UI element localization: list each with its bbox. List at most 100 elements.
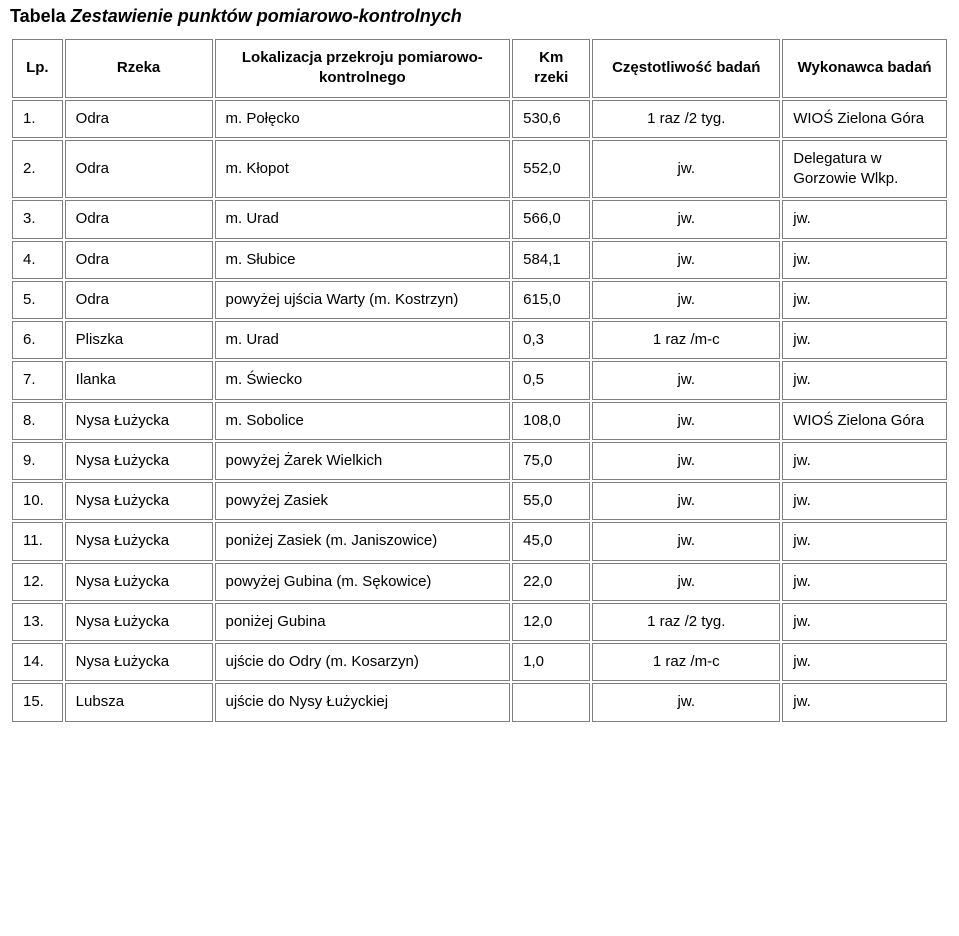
cell-rzeka: Odra [65,241,213,279]
cell-czestotliwosc: jw. [592,140,780,199]
cell-wykonawca: WIOŚ Zielona Góra [782,100,947,138]
title-text: Zestawienie punktów pomiarowo-kontrolnyc… [71,6,462,26]
cell-wykonawca: jw. [782,683,947,721]
col-wykonawca: Wykonawca badań [782,39,947,98]
cell-wykonawca: Delegatura w Gorzowie Wlkp. [782,140,947,199]
table-row: 7.Ilankam. Świecko0,5jw.jw. [12,361,947,399]
cell-rzeka: Nysa Łużycka [65,442,213,480]
col-lp: Lp. [12,39,63,98]
cell-czestotliwosc: jw. [592,361,780,399]
title-prefix: Tabela [10,6,66,26]
cell-lokalizacja: powyżej Żarek Wielkich [215,442,511,480]
cell-lokalizacja: m. Kłopot [215,140,511,199]
cell-wykonawca: WIOŚ Zielona Góra [782,402,947,440]
cell-lokalizacja: powyżej ujścia Warty (m. Kostrzyn) [215,281,511,319]
cell-wykonawca: jw. [782,482,947,520]
table-row: 9.Nysa Łużyckapowyżej Żarek Wielkich75,0… [12,442,947,480]
cell-lokalizacja: m. Urad [215,321,511,359]
table-row: 3.Odram. Urad566,0jw.jw. [12,200,947,238]
cell-czestotliwosc: 1 raz /2 tyg. [592,100,780,138]
cell-km [512,683,590,721]
table-row: 1.Odram. Połęcko530,61 raz /2 tyg.WIOŚ Z… [12,100,947,138]
cell-km: 0,5 [512,361,590,399]
cell-km: 75,0 [512,442,590,480]
cell-czestotliwosc: jw. [592,200,780,238]
cell-wykonawca: jw. [782,442,947,480]
cell-lokalizacja: poniżej Zasiek (m. Janiszowice) [215,522,511,560]
cell-lp: 4. [12,241,63,279]
cell-km: 55,0 [512,482,590,520]
cell-km: 530,6 [512,100,590,138]
cell-wykonawca: jw. [782,321,947,359]
cell-lokalizacja: m. Urad [215,200,511,238]
cell-lp: 11. [12,522,63,560]
cell-lp: 15. [12,683,63,721]
cell-lokalizacja: poniżej Gubina [215,603,511,641]
cell-czestotliwosc: jw. [592,241,780,279]
table-title: Tabela Zestawienie punktów pomiarowo-kon… [10,6,949,27]
cell-czestotliwosc: 1 raz /2 tyg. [592,603,780,641]
table-row: 12.Nysa Łużyckapowyżej Gubina (m. Sękowi… [12,563,947,601]
cell-wykonawca: jw. [782,241,947,279]
table-row: 15.Lubszaujście do Nysy Łużyckiej jw.jw. [12,683,947,721]
col-rzeka: Rzeka [65,39,213,98]
cell-km: 12,0 [512,603,590,641]
cell-czestotliwosc: 1 raz /m-c [592,321,780,359]
cell-lokalizacja: ujście do Nysy Łużyckiej [215,683,511,721]
cell-lp: 13. [12,603,63,641]
cell-lp: 14. [12,643,63,681]
cell-lokalizacja: m. Sobolice [215,402,511,440]
cell-rzeka: Lubsza [65,683,213,721]
col-km: Km rzeki [512,39,590,98]
cell-rzeka: Nysa Łużycka [65,482,213,520]
table-row: 6.Pliszkam. Urad0,31 raz /m-cjw. [12,321,947,359]
table-row: 4.Odram. Słubice584,1jw.jw. [12,241,947,279]
cell-lp: 5. [12,281,63,319]
cell-km: 584,1 [512,241,590,279]
col-lokalizacja: Lokalizacja przekroju pomiarowo-kontroln… [215,39,511,98]
cell-czestotliwosc: jw. [592,683,780,721]
table-row: 14.Nysa Łużyckaujście do Odry (m. Kosarz… [12,643,947,681]
cell-km: 45,0 [512,522,590,560]
cell-czestotliwosc: jw. [592,482,780,520]
cell-rzeka: Nysa Łużycka [65,402,213,440]
cell-km: 0,3 [512,321,590,359]
cell-wykonawca: jw. [782,200,947,238]
cell-wykonawca: jw. [782,522,947,560]
cell-lokalizacja: m. Świecko [215,361,511,399]
cell-czestotliwosc: 1 raz /m-c [592,643,780,681]
cell-lp: 9. [12,442,63,480]
table-header-row: Lp. Rzeka Lokalizacja przekroju pomiarow… [12,39,947,98]
cell-czestotliwosc: jw. [592,442,780,480]
cell-rzeka: Odra [65,281,213,319]
cell-km: 615,0 [512,281,590,319]
cell-km: 1,0 [512,643,590,681]
table-row: 8.Nysa Łużyckam. Sobolice108,0jw.WIOŚ Zi… [12,402,947,440]
cell-rzeka: Odra [65,100,213,138]
cell-rzeka: Odra [65,140,213,199]
table-row: 10.Nysa Łużyckapowyżej Zasiek55,0jw.jw. [12,482,947,520]
cell-lp: 6. [12,321,63,359]
cell-lp: 8. [12,402,63,440]
cell-km: 108,0 [512,402,590,440]
cell-rzeka: Nysa Łużycka [65,603,213,641]
cell-lokalizacja: powyżej Gubina (m. Sękowice) [215,563,511,601]
cell-lp: 7. [12,361,63,399]
cell-czestotliwosc: jw. [592,281,780,319]
cell-rzeka: Pliszka [65,321,213,359]
cell-rzeka: Ilanka [65,361,213,399]
cell-czestotliwosc: jw. [592,402,780,440]
cell-czestotliwosc: jw. [592,522,780,560]
cell-rzeka: Odra [65,200,213,238]
cell-wykonawca: jw. [782,361,947,399]
table-row: 13.Nysa Łużyckaponiżej Gubina12,01 raz /… [12,603,947,641]
cell-lokalizacja: m. Słubice [215,241,511,279]
cell-lokalizacja: ujście do Odry (m. Kosarzyn) [215,643,511,681]
cell-lp: 3. [12,200,63,238]
cell-lp: 12. [12,563,63,601]
cell-lp: 10. [12,482,63,520]
cell-rzeka: Nysa Łużycka [65,522,213,560]
cell-rzeka: Nysa Łużycka [65,563,213,601]
cell-lokalizacja: powyżej Zasiek [215,482,511,520]
table-row: 5.Odrapowyżej ujścia Warty (m. Kostrzyn)… [12,281,947,319]
